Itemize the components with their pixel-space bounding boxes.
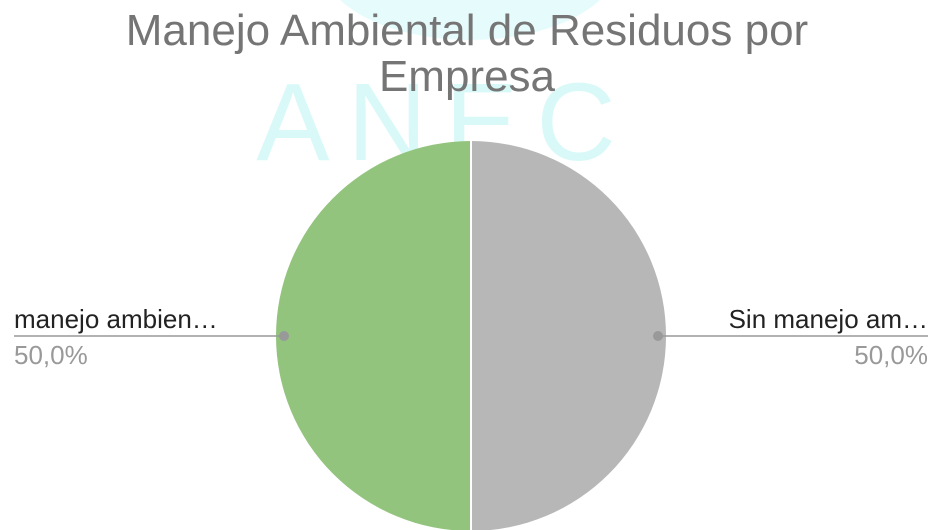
chart-title: Manejo Ambiental de Residuos por Empresa (125, 6, 809, 101)
slice-value-label: 50,0% (854, 340, 928, 370)
watermark-shape (340, 0, 600, 40)
leader-dot (279, 331, 289, 341)
leader-dot (653, 331, 663, 341)
pie-slice (471, 141, 666, 530)
pie-slice (276, 141, 471, 530)
slice-label: manejo ambien… (14, 304, 218, 334)
slice-value-label: 50,0% (14, 340, 88, 370)
slice-label: Sin manejo am… (729, 304, 928, 334)
